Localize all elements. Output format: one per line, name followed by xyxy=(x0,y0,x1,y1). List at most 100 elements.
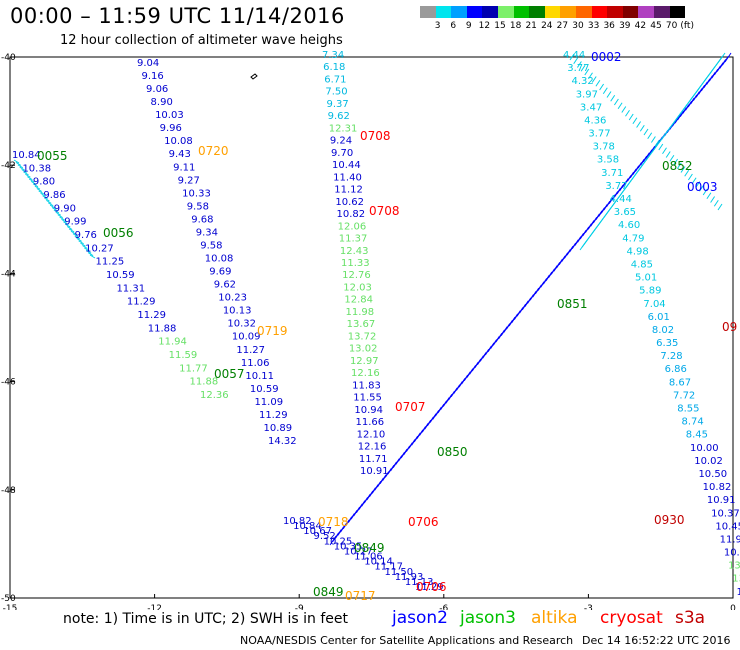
track-hatch xyxy=(717,203,723,211)
track-hatch xyxy=(82,245,88,249)
track-hatch xyxy=(59,216,65,221)
track-value: 10.27 xyxy=(344,546,373,557)
time-label: 0718 xyxy=(318,515,349,529)
legend-label: 30 xyxy=(572,21,584,31)
legend-swatch xyxy=(544,6,561,18)
track-value: 11.98 xyxy=(345,307,374,318)
track-hatch xyxy=(70,230,77,235)
track-value: 10.09 xyxy=(232,332,261,343)
track-value: 11.55 xyxy=(353,393,382,404)
legend-label: 39 xyxy=(619,21,631,31)
track-value: 9.04 xyxy=(137,58,159,69)
track-hatch xyxy=(610,94,616,102)
track-value: 12.31 xyxy=(329,123,358,134)
track-value: 6.01 xyxy=(648,312,670,323)
track-hatch xyxy=(21,169,27,173)
y-tick-label: -50 xyxy=(1,594,16,604)
wave-height-map: -15 -12 -9 -6 -3 0 -40 -42 -44 -46 -48 -50 9.04 9.16 9… xyxy=(1,50,740,610)
legend-label: 24 xyxy=(541,21,553,31)
time-label: 0717 xyxy=(345,589,376,603)
legend-label: 9 xyxy=(465,21,472,31)
track-value: 11.29 xyxy=(415,582,444,593)
track-hatch xyxy=(625,109,630,117)
time-label: 0055 xyxy=(37,149,68,163)
track-value: 11.29 xyxy=(127,297,156,308)
track-hatch xyxy=(684,169,690,177)
x-tick-label: 0 xyxy=(730,604,736,610)
legend-swatch xyxy=(669,6,686,18)
time-label: 0708 xyxy=(369,204,400,218)
track-hatch xyxy=(19,166,25,171)
map-subtitle: 12 hour collection of altimeter wave hei… xyxy=(60,33,343,48)
track-value: 12.03 xyxy=(343,282,372,293)
track-value: 12.84 xyxy=(344,295,373,306)
y-tick-label: -42 xyxy=(1,161,16,171)
track-hatch xyxy=(72,233,79,238)
legend-label: 70 xyxy=(665,21,678,31)
track-value: 4.60 xyxy=(618,220,640,231)
x-tick-label: -3 xyxy=(584,604,593,610)
track-hatch xyxy=(580,64,586,72)
legend-swatch xyxy=(529,6,545,18)
track-value: 9.11 xyxy=(173,162,195,173)
track-hatch xyxy=(13,159,20,164)
legend-swatch xyxy=(451,6,467,18)
track-value: 8.45 xyxy=(686,430,708,441)
track-value: 10.38 xyxy=(22,163,51,174)
track-value: 11.31 xyxy=(116,283,145,294)
time-label: 0057 xyxy=(214,367,245,381)
time-label: 0707 xyxy=(395,400,426,414)
track-value: 10.59 xyxy=(250,384,279,395)
color-legend xyxy=(420,6,686,18)
track-value: 10.13 xyxy=(223,306,252,317)
track-value: 9.99 xyxy=(64,217,86,228)
track-value: 10.91 xyxy=(360,466,389,477)
legend-label: 27 xyxy=(556,21,569,31)
track-hatch xyxy=(30,180,37,185)
track-value: 9.62 xyxy=(328,111,350,122)
track-hatch xyxy=(32,183,39,188)
track-value: 11.50 xyxy=(385,567,414,578)
track-value: 10.84 xyxy=(293,521,322,532)
track-value: 10.08 xyxy=(205,254,234,265)
track-value: 4.32 xyxy=(571,76,593,87)
track-hatch xyxy=(628,113,634,121)
track-value: 11.09 xyxy=(254,397,283,408)
track-value: 12.43 xyxy=(340,246,369,257)
track-value: 10.62 xyxy=(335,197,364,208)
track-hatch xyxy=(61,218,67,223)
track-value: 13.02 xyxy=(349,344,378,355)
track-hatch xyxy=(569,53,575,61)
track-value: 10.27 xyxy=(85,243,114,254)
time-label: 0851 xyxy=(557,297,588,311)
map-frame xyxy=(9,56,734,599)
track-value: 9.70 xyxy=(331,148,353,159)
track-value: 11.77 xyxy=(179,363,208,374)
time-label: 0708 xyxy=(360,129,391,143)
track-value: 12.16 xyxy=(358,442,387,453)
satellite-jason2: jason2 xyxy=(392,608,448,628)
track-value: 12.36 xyxy=(200,390,229,401)
track-hatch xyxy=(76,237,82,242)
time-label: 0850 xyxy=(437,445,468,459)
track-value: 14.32 xyxy=(268,436,297,447)
track-hatch xyxy=(53,209,60,214)
track-value: 6.71 xyxy=(324,74,346,85)
track-value: 10.08 xyxy=(164,136,193,147)
track-value: 11.66 xyxy=(356,417,385,428)
x-tick-label: -12 xyxy=(147,604,162,610)
track-hatch xyxy=(702,188,708,196)
track-hatch xyxy=(78,240,84,245)
time-label: 0003 xyxy=(687,180,718,194)
track-hatch xyxy=(34,185,41,190)
track-hatch xyxy=(84,247,90,252)
y-tick-label: -44 xyxy=(1,269,16,279)
track-value: 3.77 xyxy=(588,129,610,140)
track-value: 9.76 xyxy=(75,230,97,241)
track-value: 3.47 xyxy=(580,102,602,113)
track-value: 9.06 xyxy=(146,84,168,95)
track-hatch xyxy=(617,102,623,110)
track-hatch xyxy=(85,249,92,254)
track-hatch xyxy=(49,204,56,209)
track-hatch xyxy=(719,52,726,61)
